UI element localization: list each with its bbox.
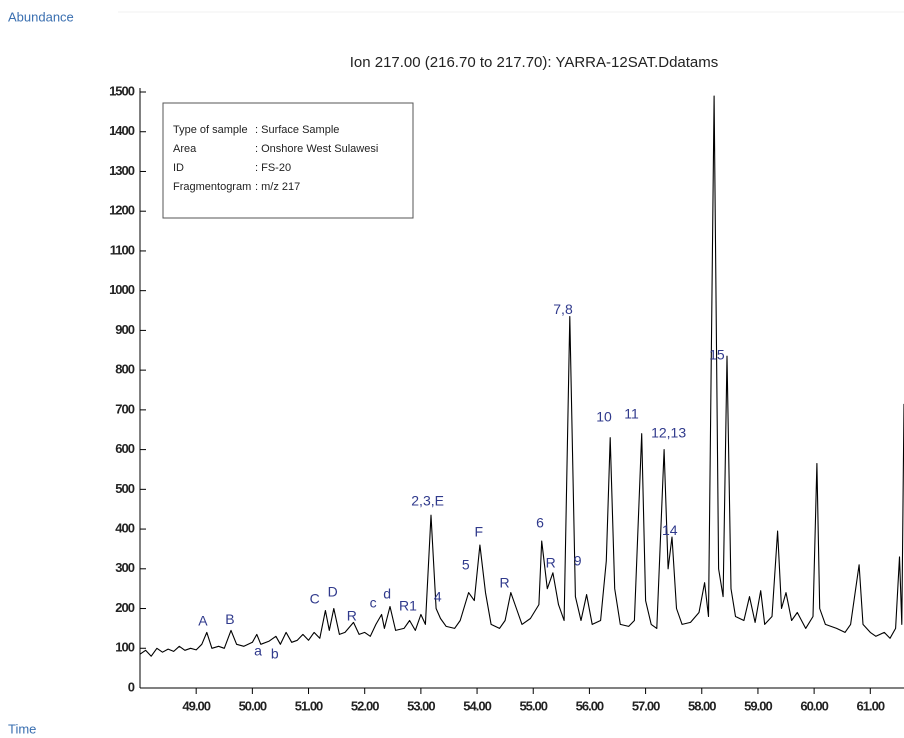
info-value: : Surface Sample: [255, 124, 339, 136]
info-key: Type of sample: [173, 124, 248, 136]
x-tick-label: 50.00: [239, 698, 267, 713]
x-tick-label: 56.00: [576, 698, 604, 713]
peak-label: R: [347, 608, 357, 624]
x-tick-label: 58.00: [688, 698, 716, 713]
info-value: : FS-20: [255, 162, 291, 174]
x-tick-label: 52.00: [351, 698, 379, 713]
info-key: Area: [173, 143, 197, 155]
info-value: : m/z 217: [255, 181, 300, 193]
peak-label: 12,13: [651, 424, 686, 440]
peak-label: A: [198, 613, 208, 629]
peak-label: 4: [434, 589, 442, 605]
peak-label: c: [370, 594, 377, 610]
peak-label: 15: [709, 347, 725, 363]
info-key: Fragmentogram: [173, 181, 251, 193]
peak-label: b: [271, 646, 279, 662]
y-tick-label: 1400: [109, 123, 135, 138]
x-tick-label: 59.00: [744, 698, 772, 713]
y-tick-label: 0: [128, 679, 135, 694]
y-tick-label: 1000: [109, 282, 135, 297]
x-tick-label: 55.00: [519, 698, 547, 713]
y-tick-label: 1500: [109, 83, 135, 98]
x-tick-label: 54.00: [463, 698, 491, 713]
peak-label: 6: [536, 515, 544, 531]
x-tick-label: 57.00: [632, 698, 660, 713]
y-tick-label: 1100: [110, 242, 135, 257]
peak-label: 5: [462, 557, 470, 573]
y-tick-label: 100: [115, 640, 134, 655]
peak-label: 9: [574, 553, 582, 569]
y-tick-label: 800: [115, 362, 134, 377]
y-tick-label: 1300: [109, 163, 135, 178]
y-tick-label: 500: [115, 481, 134, 496]
y-axis-label: Abundance: [8, 9, 74, 24]
peak-label: R: [500, 575, 510, 591]
peak-label: R1: [399, 598, 417, 614]
y-tick-label: 600: [115, 441, 134, 456]
y-tick-label: 400: [115, 521, 134, 536]
peak-label: C: [310, 590, 320, 606]
y-tick-label: 1200: [109, 203, 135, 218]
peak-label: 7,8: [553, 301, 573, 317]
y-tick-label: 700: [115, 401, 134, 416]
x-tick-label: 61.00: [857, 698, 885, 713]
peak-label: R: [546, 555, 556, 571]
peak-label: B: [225, 611, 234, 627]
x-tick-label: 51.00: [295, 698, 323, 713]
peak-label: d: [383, 586, 391, 602]
x-tick-label: 60.00: [800, 698, 828, 713]
info-box: [162, 102, 414, 219]
peak-label: 10: [596, 409, 612, 425]
peak-label: D: [328, 584, 338, 600]
x-tick-label: 49.00: [182, 698, 210, 713]
y-tick-label: 900: [115, 322, 134, 337]
y-tick-label: 200: [115, 600, 134, 615]
peak-label: 11: [624, 405, 639, 421]
peak-label: 2,3,E: [411, 492, 444, 508]
peak-label: 14: [662, 522, 678, 538]
chart-title: Ion 217.00 (216.70 to 217.70): YARRA-12S…: [350, 54, 719, 71]
peak-label: a: [254, 643, 262, 659]
info-value: : Onshore West Sulawesi: [255, 143, 378, 155]
info-key: ID: [173, 162, 184, 174]
peak-label: F: [474, 524, 483, 540]
x-tick-label: 53.00: [407, 698, 435, 713]
trace: [139, 95, 904, 657]
y-tick-label: 300: [115, 560, 134, 575]
x-axis-label: Time: [8, 721, 36, 736]
